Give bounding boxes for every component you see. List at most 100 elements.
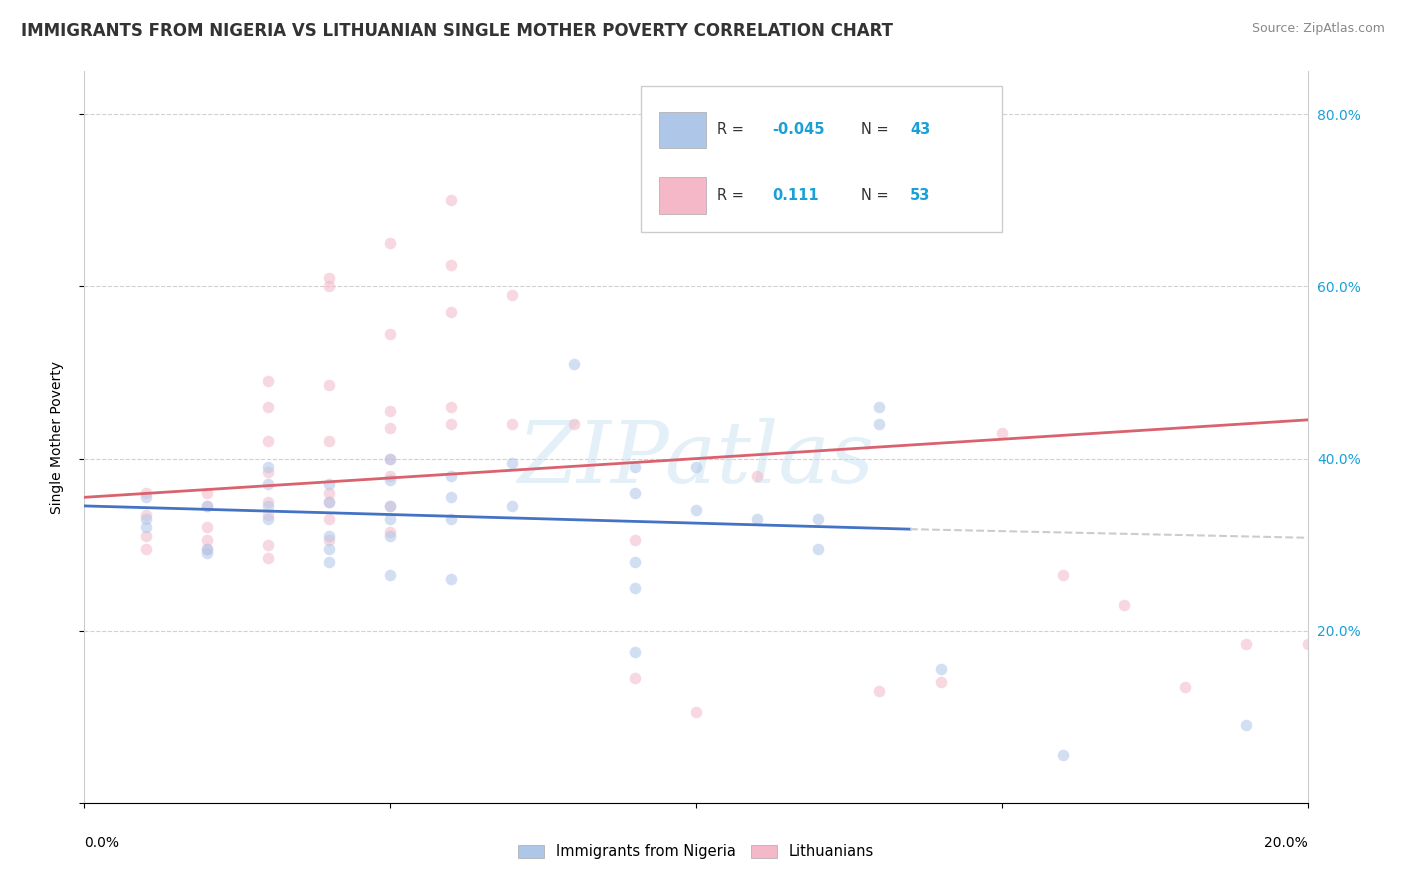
Point	[257, 550, 280, 565]
Point	[807, 512, 830, 526]
Point	[318, 486, 340, 500]
FancyBboxPatch shape	[659, 178, 706, 214]
Point	[135, 508, 157, 522]
Point	[624, 555, 647, 569]
Text: Source: ZipAtlas.com: Source: ZipAtlas.com	[1251, 22, 1385, 36]
Point	[318, 271, 340, 285]
Point	[624, 671, 647, 685]
Point	[318, 477, 340, 491]
Point	[318, 434, 340, 449]
Point	[380, 512, 402, 526]
Point	[257, 499, 280, 513]
Point	[135, 541, 157, 556]
Point	[318, 494, 340, 508]
Point	[624, 581, 647, 595]
Point	[380, 421, 402, 435]
Point	[440, 572, 463, 586]
Point	[318, 541, 340, 556]
Text: R =: R =	[717, 188, 748, 203]
Point	[502, 499, 524, 513]
Point	[1052, 567, 1074, 582]
Point	[318, 512, 340, 526]
Point	[685, 503, 707, 517]
Point	[502, 456, 524, 470]
Point	[1174, 680, 1197, 694]
Point	[257, 538, 280, 552]
Point	[1052, 748, 1074, 763]
Point	[1236, 637, 1258, 651]
Point	[195, 533, 218, 548]
Text: ZIPatlas: ZIPatlas	[517, 417, 875, 500]
Point	[440, 468, 463, 483]
Point	[318, 494, 340, 508]
Point	[257, 477, 280, 491]
Point	[747, 468, 769, 483]
Point	[440, 417, 463, 432]
Point	[440, 305, 463, 319]
Point	[502, 417, 524, 432]
Point	[685, 706, 707, 720]
Point	[195, 486, 218, 500]
Legend: Immigrants from Nigeria, Lithuanians: Immigrants from Nigeria, Lithuanians	[512, 838, 880, 865]
Point	[502, 288, 524, 302]
Point	[380, 451, 402, 466]
Point	[257, 434, 280, 449]
Point	[380, 451, 402, 466]
FancyBboxPatch shape	[659, 112, 706, 148]
Point	[624, 533, 647, 548]
Point	[685, 460, 707, 475]
Point	[929, 675, 952, 690]
Point	[1114, 598, 1136, 612]
Point	[1236, 718, 1258, 732]
Point	[257, 374, 280, 388]
Text: IMMIGRANTS FROM NIGERIA VS LITHUANIAN SINGLE MOTHER POVERTY CORRELATION CHART: IMMIGRANTS FROM NIGERIA VS LITHUANIAN SI…	[21, 22, 893, 40]
Point	[257, 512, 280, 526]
FancyBboxPatch shape	[641, 86, 1002, 232]
Point	[440, 512, 463, 526]
Point	[195, 546, 218, 560]
Point	[318, 533, 340, 548]
Point	[929, 662, 952, 676]
Point	[562, 357, 585, 371]
Point	[318, 378, 340, 392]
Point	[991, 425, 1014, 440]
Point	[135, 491, 157, 505]
Point	[624, 645, 647, 659]
Point	[380, 473, 402, 487]
Point	[380, 468, 402, 483]
Point	[869, 400, 891, 414]
Point	[380, 529, 402, 543]
Point	[380, 499, 402, 513]
Point	[318, 279, 340, 293]
Point	[747, 512, 769, 526]
Point	[195, 520, 218, 534]
Point	[380, 499, 402, 513]
Point	[1296, 637, 1319, 651]
Text: 0.0%: 0.0%	[84, 836, 120, 850]
Text: 20.0%: 20.0%	[1264, 836, 1308, 850]
Point	[195, 541, 218, 556]
Point	[135, 486, 157, 500]
Text: N =: N =	[860, 188, 893, 203]
Point	[440, 194, 463, 208]
Point	[195, 499, 218, 513]
Point	[869, 684, 891, 698]
Point	[380, 236, 402, 251]
Point	[380, 524, 402, 539]
Point	[135, 512, 157, 526]
Point	[869, 417, 891, 432]
Text: 53: 53	[910, 188, 931, 203]
Point	[380, 404, 402, 418]
Point	[135, 520, 157, 534]
Point	[257, 460, 280, 475]
Point	[440, 491, 463, 505]
Point	[135, 529, 157, 543]
Point	[562, 417, 585, 432]
Point	[195, 499, 218, 513]
Point	[624, 486, 647, 500]
Point	[318, 555, 340, 569]
Point	[380, 326, 402, 341]
Point	[380, 567, 402, 582]
Point	[807, 541, 830, 556]
Point	[195, 541, 218, 556]
